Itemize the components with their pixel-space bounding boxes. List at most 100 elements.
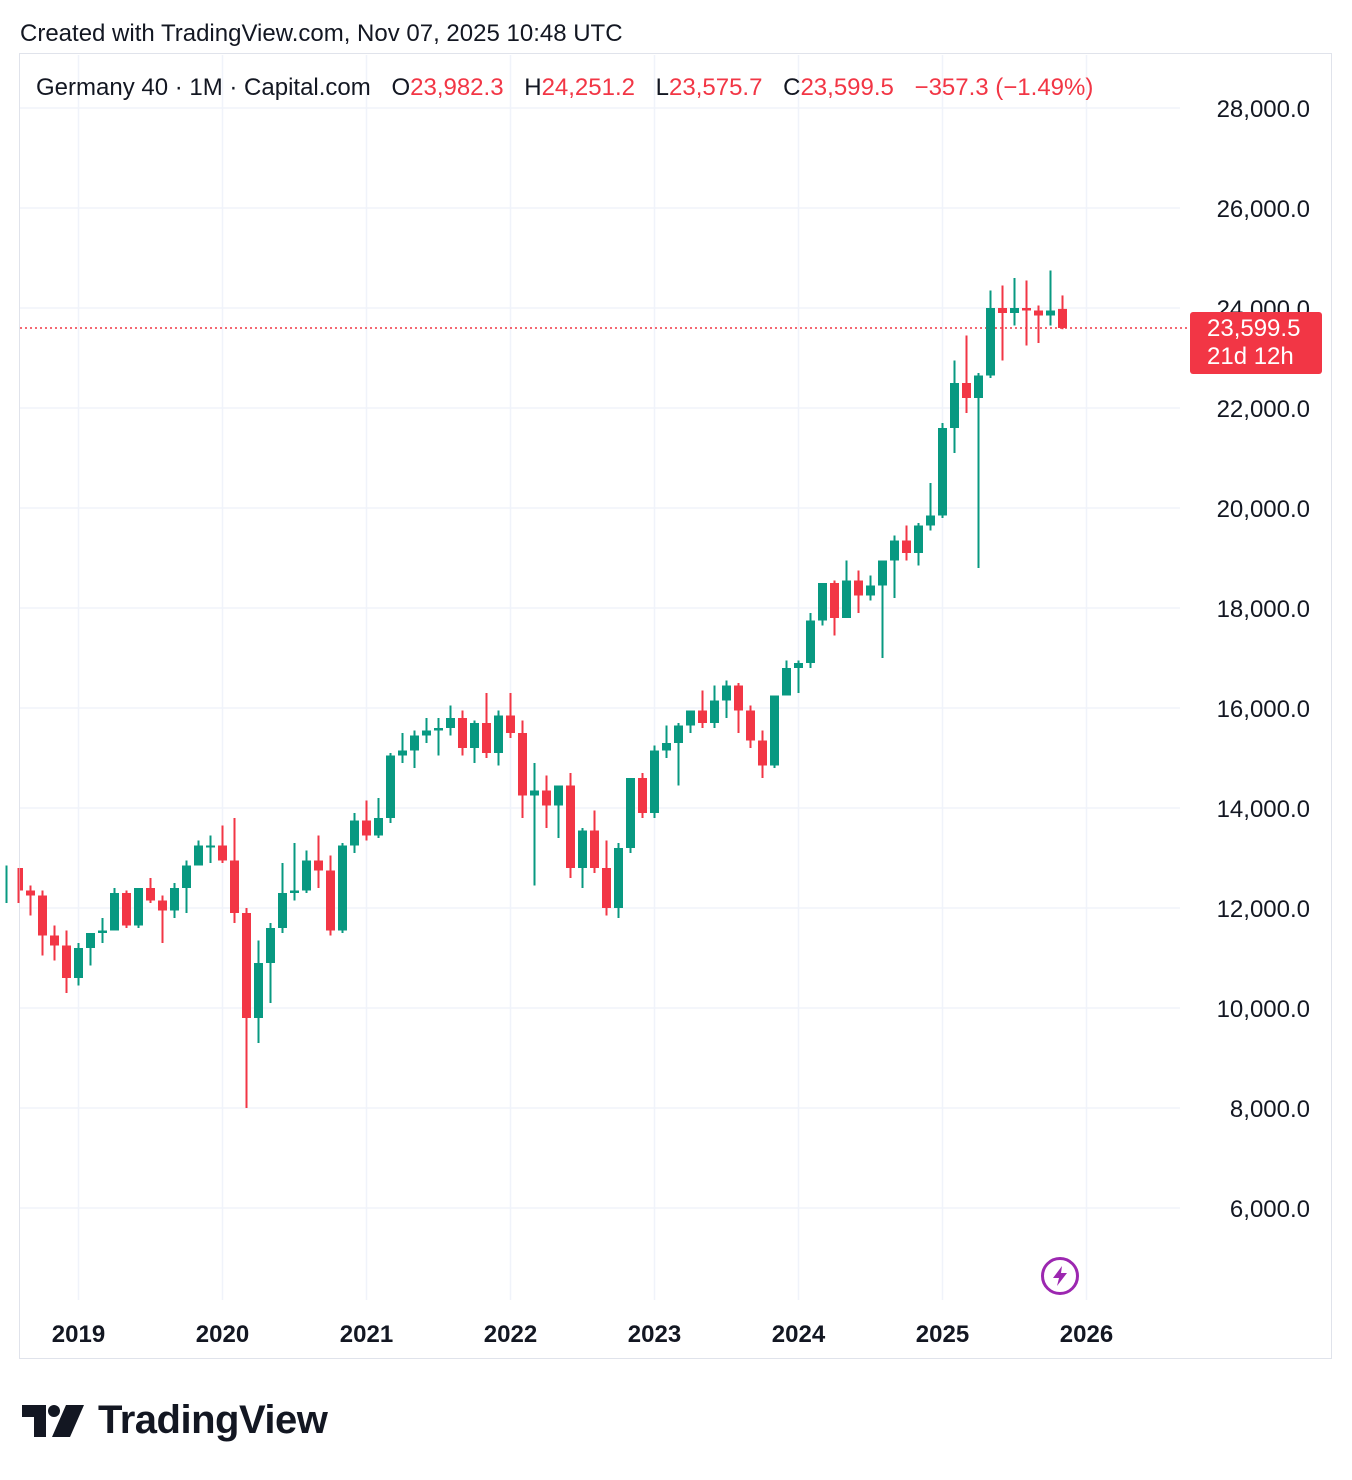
candle <box>206 835 215 863</box>
candle-body <box>266 928 275 963</box>
candle <box>1010 278 1019 326</box>
candle <box>50 925 59 961</box>
candle-body <box>842 580 851 618</box>
candle-body <box>182 865 191 888</box>
lightning-glyph <box>1053 1266 1067 1286</box>
candle-body <box>242 913 251 1018</box>
candle-body <box>998 308 1007 313</box>
candle-body <box>794 663 803 668</box>
x-tick-label: 2023 <box>628 1321 681 1348</box>
symbol-title[interactable]: Germany 40 · 1M · Capital.com <box>36 74 371 101</box>
candle <box>218 825 227 863</box>
candle-body <box>1058 308 1067 329</box>
candle <box>662 725 671 758</box>
x-axis-labels: 2019 2020 2021 2022 2023 2024 2025 2026 <box>52 1321 1113 1348</box>
candle <box>182 860 191 913</box>
candle-body <box>38 895 47 936</box>
candle <box>254 940 263 1043</box>
candle <box>314 835 323 888</box>
candle <box>818 583 827 626</box>
candles <box>5 270 1067 1108</box>
candle-body <box>86 933 95 948</box>
candle <box>842 560 851 618</box>
candle <box>1058 295 1067 330</box>
candle <box>194 840 203 866</box>
candle <box>302 850 311 893</box>
y-tick-label: 12,000.0 <box>1217 896 1310 923</box>
candle-body <box>722 685 731 701</box>
candle-body <box>566 785 575 868</box>
candle <box>698 690 707 728</box>
candle <box>794 660 803 693</box>
y-tick-label: 22,000.0 <box>1217 396 1310 423</box>
candle <box>326 855 335 936</box>
candle <box>746 705 755 748</box>
candle-body <box>674 725 683 743</box>
candle <box>434 718 443 756</box>
candle <box>110 888 119 931</box>
high-label: H <box>524 74 542 101</box>
candle <box>98 918 107 943</box>
candle <box>158 895 167 943</box>
candle <box>146 878 155 903</box>
candle-body <box>1034 310 1043 316</box>
candle <box>674 723 683 786</box>
tradingview-brand[interactable]: TradingView <box>22 1398 328 1443</box>
candle <box>590 810 599 873</box>
y-tick-label: 16,000.0 <box>1217 696 1310 723</box>
candle <box>506 693 515 738</box>
candle <box>542 775 551 828</box>
grid-lines <box>20 55 1180 1300</box>
candle <box>986 290 995 378</box>
x-tick-label: 2019 <box>52 1321 105 1348</box>
y-tick-label: 26,000.0 <box>1217 196 1310 223</box>
candle-body <box>938 428 947 516</box>
candle-body <box>302 860 311 891</box>
candle-body <box>254 963 263 1018</box>
candle <box>410 730 419 768</box>
candle <box>386 753 395 823</box>
candle-body <box>758 740 767 766</box>
candle-body <box>974 375 983 398</box>
candle <box>278 863 287 933</box>
candle-body <box>650 750 659 813</box>
candle-body <box>626 778 635 848</box>
candle-body <box>890 540 899 561</box>
candle <box>974 373 983 568</box>
candle <box>854 570 863 613</box>
candle <box>734 683 743 733</box>
candle-body <box>482 723 491 753</box>
candle-body <box>506 715 515 733</box>
x-tick-label: 2021 <box>340 1321 393 1348</box>
candle-body <box>734 685 743 711</box>
x-tick-label: 2022 <box>484 1321 537 1348</box>
candle-body <box>1022 308 1031 311</box>
candle <box>962 335 971 413</box>
candle <box>758 730 767 778</box>
candle <box>554 785 563 838</box>
candle <box>350 813 359 853</box>
candle-body <box>290 890 299 893</box>
candle-body <box>62 945 71 978</box>
candle-body <box>818 583 827 621</box>
candle <box>770 695 779 768</box>
candle-body <box>854 580 863 596</box>
close-label: C <box>783 74 801 101</box>
candle-body <box>374 818 383 836</box>
candle <box>830 580 839 636</box>
low-value: 23,575.7 <box>669 74 763 101</box>
candle-body <box>926 515 935 526</box>
candle <box>470 720 479 763</box>
candle <box>134 888 143 928</box>
candle <box>998 285 1007 361</box>
candle-body <box>530 790 539 796</box>
candle-body <box>710 700 719 723</box>
candle-body <box>230 860 239 913</box>
candle-body <box>902 540 911 553</box>
y-tick-label: 28,000.0 <box>1217 96 1310 123</box>
candle <box>290 843 299 901</box>
candle <box>722 680 731 718</box>
candle-body <box>698 710 707 723</box>
lightning-icon[interactable] <box>1041 1257 1079 1295</box>
